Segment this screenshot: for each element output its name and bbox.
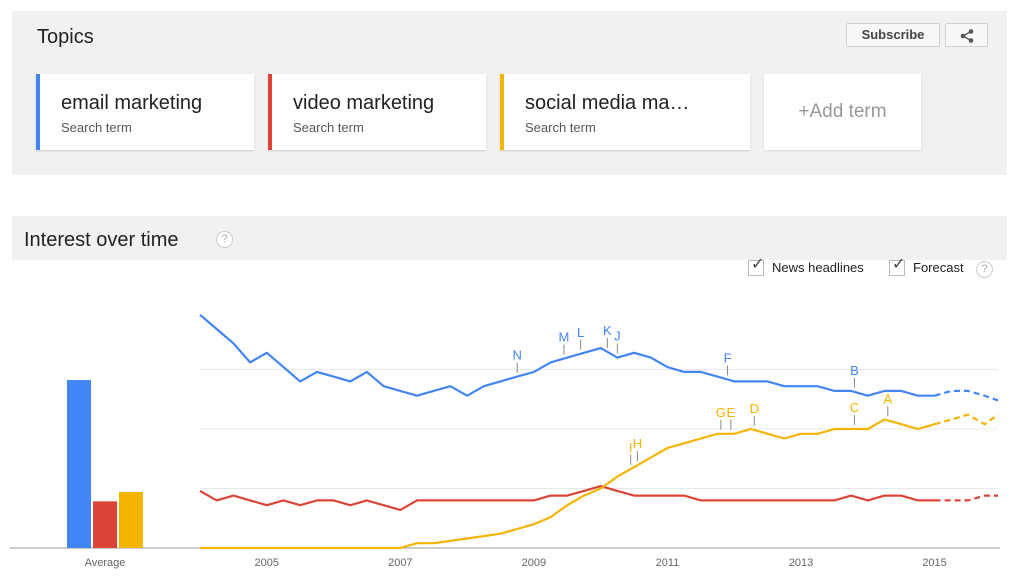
forecast-label: Forecast [913,260,964,275]
news-annotation-label: M [559,330,570,345]
news-annotation-label: D [750,401,759,416]
checkmark-icon: ✓ [892,256,906,273]
news-headlines-checkbox[interactable]: ✓ [748,256,765,276]
share-icon [960,29,974,43]
x-tick-label: 2007 [388,557,412,569]
term-card-video-marketing[interactable]: video marketing Search term [268,74,486,150]
average-bar [119,492,143,548]
average-bar [67,380,91,548]
subscribe-button[interactable]: Subscribe [846,23,940,47]
term-color-bar [500,74,504,150]
news-annotation-label: F [724,350,732,365]
term-card-social-media-marketing[interactable]: social media ma… Search term [500,74,750,150]
checkmark-icon: ✓ [751,256,765,273]
term-color-bar [36,74,40,150]
x-tick-label: 2015 [922,557,946,569]
forecast-line [934,389,999,402]
series-line [199,313,935,397]
news-annotation-label: J [614,329,621,344]
term-type-label: Search term [525,120,596,135]
news-headlines-label: News headlines [772,260,864,275]
news-annotation-label: G [716,405,726,420]
term-name[interactable]: video marketing [293,92,435,114]
news-annotation-label: E [727,405,736,420]
news-annotation-label: C [850,400,859,415]
average-bar [93,501,117,548]
interest-over-time-title: Interest over time [24,229,179,251]
forecast-line [934,494,998,502]
news-annotation-label: B [850,363,859,378]
news-annotation-label: L [577,325,584,340]
news-headlines-option[interactable]: ✓ News headlines [748,256,873,277]
term-name[interactable]: social media ma… [525,92,690,114]
news-annotation-label: H [633,436,642,451]
interest-over-time-header: Interest over time ? [12,216,1007,260]
term-type-label: Search term [61,120,132,135]
forecast-checkbox[interactable]: ✓ [889,256,906,276]
term-color-bar [268,74,272,150]
news-annotation-label: I [629,440,633,455]
topics-panel: Topics Subscribe email marketing Search … [12,11,1007,175]
term-card-email-marketing[interactable]: email marketing Search term [36,74,254,150]
topics-title: Topics [37,26,94,48]
add-term-button[interactable]: +Add term [764,74,921,150]
share-button[interactable] [945,23,988,47]
x-tick-label: 2013 [789,557,813,569]
series-line [200,418,935,550]
series-line [199,485,935,511]
news-annotation-label: N [513,348,522,363]
term-type-label: Search term [293,120,364,135]
forecast-help-icon[interactable]: ? [976,261,993,278]
average-label: Average [85,557,126,569]
interest-chart: Average N M L K J F B I H G E D C A 2005 2007 2009 2011 2… [10,313,1000,569]
term-name[interactable]: email marketing [61,92,203,114]
news-annotation-label: K [603,323,612,338]
help-icon[interactable]: ? [216,231,233,248]
x-tick-label: 2011 [656,557,680,569]
news-annotation-label: A [883,391,892,406]
forecast-line [934,413,999,426]
x-tick-label: 2009 [522,557,546,569]
x-tick-label: 2005 [255,557,279,569]
forecast-option[interactable]: ✓ Forecast [889,256,969,277]
